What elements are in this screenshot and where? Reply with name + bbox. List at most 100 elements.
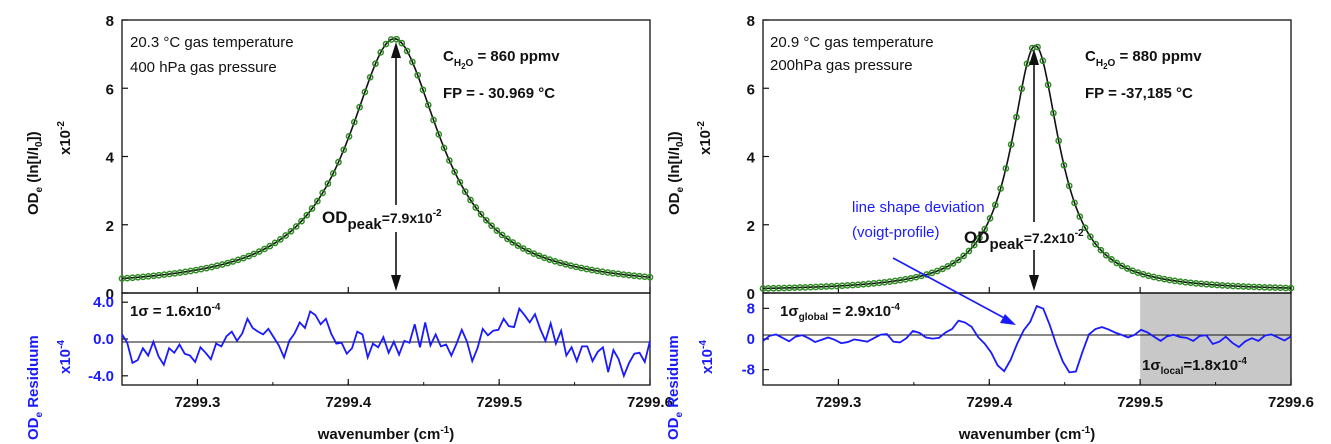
- measured-point: [1123, 265, 1131, 272]
- x-tick-label: 7299.4: [325, 394, 372, 411]
- measured-point: [393, 35, 400, 43]
- measured-point: [1002, 165, 1010, 172]
- right-peak-arrowhead-up: [1029, 49, 1039, 65]
- y-tick-label: 4: [747, 150, 756, 167]
- left-measured-points: [118, 35, 654, 282]
- left-concentration-label: CH2O = 860 ppmv: [443, 48, 560, 71]
- x-tick-label: 7299.3: [174, 394, 220, 411]
- left-bottom-yticks: -4.0 0.0 4.0: [88, 294, 128, 385]
- measured-point: [1076, 213, 1084, 220]
- left-odpeak-label: ODpeak=7.9x10-2: [322, 208, 442, 233]
- measured-point: [997, 185, 1004, 192]
- measured-point: [1287, 284, 1295, 292]
- measured-point: [1065, 182, 1073, 190]
- right-local-sigma-label: 1σlocal=1.8x10-4: [1142, 356, 1247, 377]
- left-xticks: 7299.3 7299.4 7299.5 7299.6: [121, 287, 673, 411]
- measured-point: [1097, 246, 1105, 254]
- measured-point: [472, 204, 480, 211]
- measured-point: [361, 88, 369, 96]
- measured-point: [292, 223, 300, 230]
- measured-point: [1092, 240, 1099, 248]
- measured-point: [482, 216, 490, 224]
- measured-point: [1039, 57, 1047, 65]
- x-tick-label: 7299.5: [1117, 394, 1163, 411]
- left-top-yticks: 0 2 4 6 8: [106, 13, 128, 303]
- measured-point: [255, 248, 263, 255]
- measured-point: [991, 201, 999, 209]
- measured-point: [504, 235, 511, 243]
- measured-point: [1018, 85, 1026, 93]
- measured-point: [261, 245, 268, 253]
- measured-point: [287, 227, 295, 235]
- measured-point: [319, 189, 326, 197]
- measured-point: [530, 250, 538, 257]
- measured-point: [403, 47, 411, 55]
- measured-point: [498, 231, 506, 239]
- left-sigma-label: 1σ = 1.6x10-4: [130, 302, 221, 320]
- measured-point: [250, 250, 258, 258]
- right-local-sigma-shaded-region: [1140, 293, 1291, 385]
- measured-point: [424, 101, 432, 109]
- measured-point: [493, 227, 501, 234]
- y-tick-label: 8: [106, 13, 114, 30]
- measured-point: [933, 267, 941, 275]
- measured-point: [1055, 137, 1063, 145]
- right-pressure-label: 200hPa gas pressure: [770, 57, 913, 74]
- residual-y-tick-label: -4.0: [88, 368, 114, 385]
- measured-point: [398, 39, 406, 47]
- measured-point: [514, 242, 522, 249]
- measured-point: [1087, 233, 1094, 241]
- measured-point: [1108, 256, 1115, 263]
- measured-point: [965, 247, 973, 255]
- measured-point: [960, 252, 967, 260]
- residual-y-tick-label: 4.0: [93, 294, 114, 311]
- measured-point: [350, 118, 358, 126]
- left-residual-line: [121, 306, 651, 379]
- measured-point: [981, 225, 989, 233]
- measured-point: [1060, 161, 1068, 169]
- right-deviation-label-line2: (voigt-profile): [852, 224, 940, 241]
- residual-y-tick-label: 8: [747, 300, 755, 317]
- left-top-yscale: x10-2: [56, 121, 74, 155]
- measured-point: [308, 205, 316, 212]
- measured-point: [1013, 113, 1020, 121]
- right-deviation-label-line1: line shape deviation: [852, 199, 985, 216]
- measured-point: [271, 239, 279, 247]
- left-pressure-label: 400 hPa gas pressure: [130, 59, 277, 76]
- measured-point: [461, 188, 469, 195]
- left-peak-arrowhead-up: [391, 42, 401, 58]
- measured-point: [345, 133, 353, 140]
- y-tick-label: 6: [106, 81, 114, 98]
- measured-point: [314, 197, 321, 205]
- measured-point: [1081, 224, 1089, 232]
- y-tick-label: 2: [747, 218, 755, 235]
- right-top-yscale: x10-2: [696, 121, 714, 155]
- y-tick-label: 8: [747, 13, 755, 30]
- measured-point: [1050, 109, 1057, 117]
- measured-point: [949, 260, 957, 267]
- right-bottom-ylabel: ODe Residuum: [665, 335, 685, 440]
- measured-point: [440, 144, 448, 152]
- left-xlabel: wavenumber (cm-1): [317, 425, 454, 443]
- measured-point: [646, 273, 654, 281]
- measured-point: [372, 60, 379, 68]
- measured-point: [356, 103, 363, 111]
- x-tick-label: 7299.5: [476, 394, 522, 411]
- left-peak-arrowhead-down: [391, 275, 401, 291]
- residual-y-tick-label: 0.0: [93, 331, 114, 348]
- measured-point: [986, 214, 994, 222]
- right-xlabel: wavenumber (cm-1): [958, 425, 1095, 443]
- measured-point: [1102, 251, 1110, 259]
- left-bottom-ylabel: ODe Residuum: [25, 335, 45, 440]
- measured-point: [477, 210, 485, 218]
- measured-point: [324, 180, 332, 188]
- left-top-ylabel: ODe (ln[I/I0]): [25, 131, 45, 215]
- right-top-yticks: 0 2 4 6 8: [747, 13, 769, 303]
- measured-point: [467, 196, 474, 204]
- right-residual-line: [762, 304, 1292, 374]
- measured-point: [1118, 262, 1126, 270]
- measured-point: [488, 222, 495, 230]
- measured-point: [329, 170, 337, 177]
